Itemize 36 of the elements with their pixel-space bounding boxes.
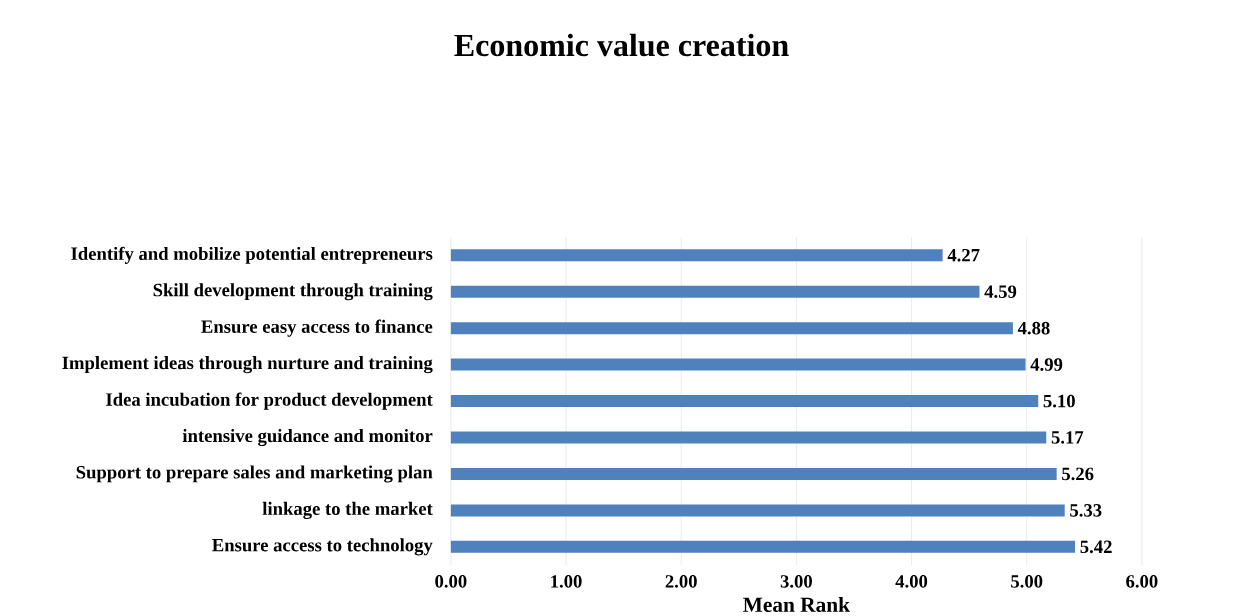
bar [450,394,1039,407]
bar [450,358,1026,371]
y-tick-label: Skill development through training [153,283,433,301]
data-label: 5.33 [1070,503,1102,517]
y-tick-label: intensive guidance and monitor [182,428,433,446]
data-label: 4.99 [1030,358,1063,371]
x-tick-label: 0.00 [435,574,467,588]
y-tick-label: Ensure easy access to finance [201,319,433,337]
bar [450,285,980,298]
y-tick-label: Support to prepare sales and marketing plan [76,465,433,483]
x-tick-label: 1.00 [551,574,582,588]
chart-title: Economic value creation [454,33,789,57]
bar [450,467,1057,480]
data-label: 4.27 [947,248,980,262]
x-tick-label: 6.00 [1126,574,1158,588]
x-tick-label: 3.00 [780,574,812,588]
bar [450,540,1076,553]
y-tick-label: Ensure access to technology [212,538,433,556]
bar [450,249,943,262]
y-tick-label: Implement ideas through nurture and training [62,355,433,373]
x-axis-title: Mean Rank [743,596,850,612]
data-label: 4.59 [984,285,1017,298]
data-label: 5.42 [1080,540,1112,553]
data-label: 4.88 [1017,321,1050,335]
data-label: 5.17 [1051,431,1084,444]
data-label: 5.26 [1062,467,1094,481]
bar [450,321,1013,334]
y-tick-label: Idea incubation for product development [106,392,433,410]
x-tick-label: 4.00 [895,574,928,588]
bar [450,504,1065,517]
y-tick-label: Identify and mobilize potential entrepreneurs [71,246,433,264]
data-label: 5.10 [1043,394,1075,408]
bar [450,431,1047,444]
x-tick-label: 5.00 [1011,574,1043,588]
x-tick-label: 2.00 [665,574,697,588]
y-tick-label: linkage to the market [262,501,433,519]
